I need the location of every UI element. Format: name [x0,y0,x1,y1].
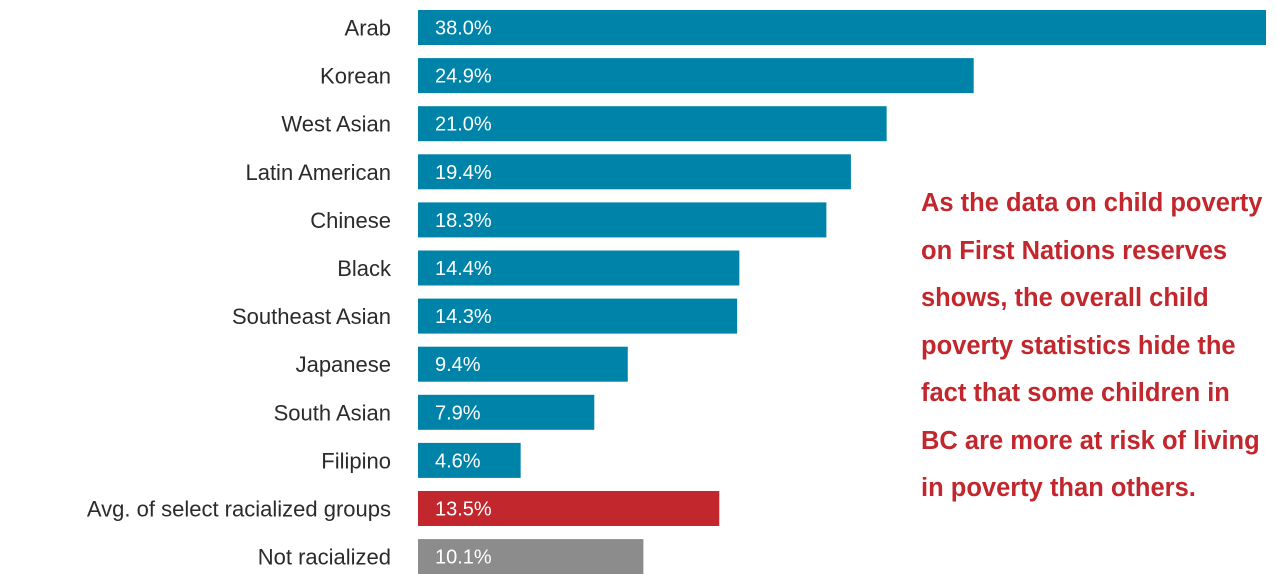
bar-not-racialized [418,539,644,574]
value-label-black: 14.4% [435,258,492,280]
bar-korean [418,58,974,94]
value-label-south-asian: 7.9% [435,402,481,424]
category-label-black: Black [337,256,392,281]
category-label-avg-of-select-racialized-groups: Avg. of select racialized groups [87,497,391,522]
value-label-not-racialized: 10.1% [435,547,492,569]
category-label-west-asian: West Asian [281,112,391,137]
category-label-korean: Korean [320,64,391,89]
category-label-southeast-asian: Southeast Asian [232,304,391,329]
category-label-chinese: Chinese [310,208,391,233]
bar-japanese [418,346,628,382]
value-label-avg-of-select-racialized-groups: 13.5% [435,499,492,521]
value-label-japanese: 9.4% [435,354,481,376]
bar-avg-of-select-racialized-groups [418,491,720,526]
bar-black [418,250,740,286]
bar-latin-american [418,154,851,190]
bar-chinese [418,202,827,238]
category-label-arab: Arab [345,16,391,41]
category-label-filipino: Filipino [321,448,391,473]
value-label-latin-american: 19.4% [435,162,492,184]
value-label-southeast-asian: 14.3% [435,306,492,328]
value-label-filipino: 4.6% [435,450,481,472]
bar-south-asian [418,394,595,430]
bar-arab [418,10,1266,45]
value-label-korean: 24.9% [435,66,492,88]
value-label-west-asian: 21.0% [435,114,492,136]
bar-filipino [418,442,521,478]
category-label-japanese: Japanese [296,352,391,377]
value-label-arab: 38.0% [435,18,492,40]
bar-southeast-asian [418,298,738,334]
annotation-text: As the data on child poverty on First Na… [921,189,1263,502]
bar-west-asian [418,106,887,142]
category-label-not-racialized: Not racialized [258,545,391,570]
category-label-south-asian: South Asian [274,400,391,425]
value-label-chinese: 18.3% [435,210,492,232]
category-label-latin-american: Latin American [245,160,391,185]
